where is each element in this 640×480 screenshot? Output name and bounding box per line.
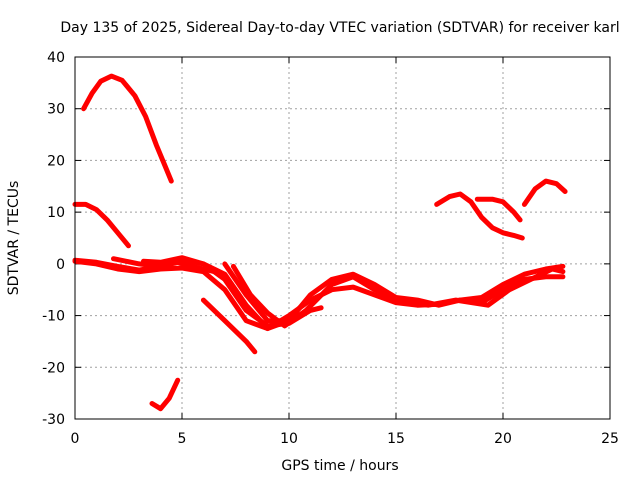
data-series <box>72 73 568 412</box>
series-track-5 <box>111 256 217 275</box>
series-track-12 <box>521 178 568 207</box>
y-tick-label: 40 <box>47 50 65 66</box>
y-tick-label: 30 <box>47 102 65 118</box>
chart-title: Day 135 of 2025, Sidereal Day-to-day VTE… <box>60 20 619 36</box>
y-axis-label: SDTVAR / TECUs <box>6 181 22 296</box>
series-track-10 <box>434 191 525 241</box>
series-track-13 <box>149 377 181 412</box>
x-tick-label: 15 <box>387 431 405 447</box>
grid-lines <box>74 56 611 420</box>
plot-frame <box>74 56 611 420</box>
series-track-9 <box>200 297 258 355</box>
series-track-2 <box>72 201 131 249</box>
series-track-6 <box>141 255 566 331</box>
series-track-11 <box>474 196 523 223</box>
y-tick-label: -30 <box>42 412 65 428</box>
y-tick-label: 10 <box>47 205 65 221</box>
x-tick-labels: 0 5 10 15 20 25 <box>71 431 619 447</box>
series-track-1 <box>81 73 174 184</box>
x-axis-label: GPS time / hours <box>281 458 398 474</box>
y-tick-labels: -30 -20 -10 0 10 20 30 40 <box>42 50 65 428</box>
y-tick-label: -10 <box>42 309 65 325</box>
y-tick-label: 0 <box>56 257 65 273</box>
series-track-8 <box>230 263 566 329</box>
x-tick-label: 5 <box>178 431 187 447</box>
x-tick-label: 0 <box>71 431 80 447</box>
x-tick-label: 25 <box>601 431 619 447</box>
y-tick-label: 20 <box>47 153 65 169</box>
x-tick-label: 10 <box>280 431 298 447</box>
x-tick-label: 20 <box>494 431 512 447</box>
y-tick-label: -20 <box>42 360 65 376</box>
